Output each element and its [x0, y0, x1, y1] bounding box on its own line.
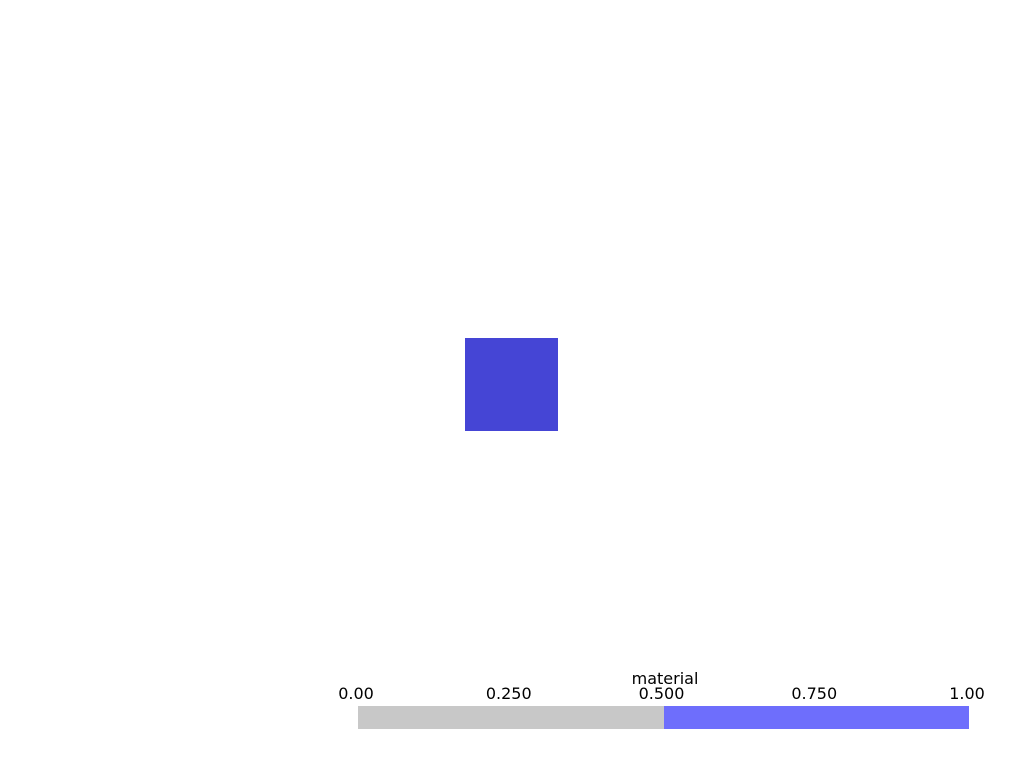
mesh-square — [465, 338, 558, 431]
colormap-segment — [663, 706, 969, 729]
scalar-bar-colors — [358, 706, 969, 729]
scalar-bar-tick-label: 0.750 — [791, 684, 838, 703]
colormap-segment — [358, 706, 664, 729]
scalar-bar: material 0.00 0.250 0.500 0.750 1.00 — [330, 668, 1000, 738]
scalar-bar-tick-label: 0.00 — [338, 684, 374, 703]
scalar-bar-tick-label: 1.00 — [949, 684, 985, 703]
scalar-bar-tick-label: 0.250 — [485, 684, 532, 703]
scalar-bar-tick-label: 0.500 — [638, 684, 685, 703]
scalar-bar-title: material — [631, 669, 699, 688]
